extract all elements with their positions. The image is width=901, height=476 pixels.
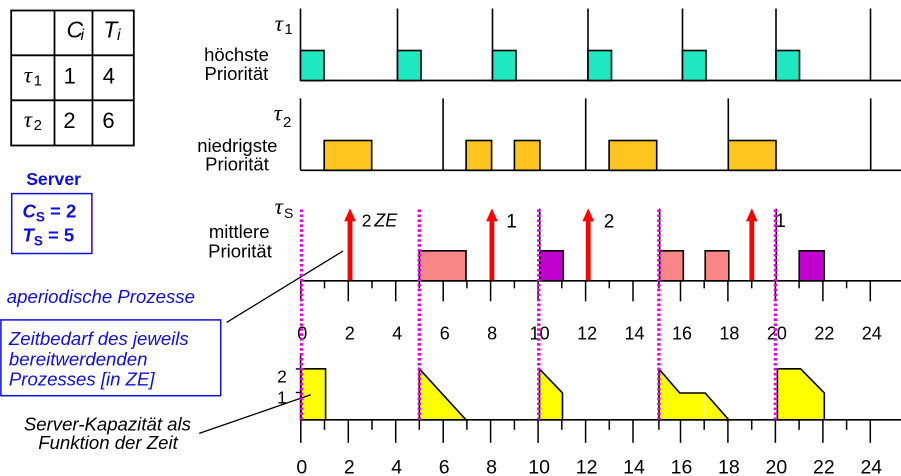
svg-text:ZE: ZE: [373, 211, 398, 231]
svg-text:1: 1: [64, 63, 76, 88]
svg-text:Priorität: Priorität: [205, 154, 269, 175]
svg-text:Server-Kapazität als: Server-Kapazität als: [24, 413, 191, 434]
svg-text:1: 1: [775, 211, 786, 232]
svg-text:1: 1: [506, 212, 517, 233]
svg-text:22: 22: [814, 323, 834, 343]
svg-text:S: S: [284, 205, 293, 221]
svg-text:i: i: [117, 27, 121, 44]
svg-text:2: 2: [63, 108, 75, 133]
svg-text:6: 6: [440, 323, 450, 343]
svg-text:14: 14: [624, 323, 644, 343]
svg-text:Funktion der Zeit: Funktion der Zeit: [38, 432, 178, 453]
svg-text:T: T: [103, 16, 119, 42]
svg-text:niedrigste: niedrigste: [197, 135, 277, 156]
svg-text:1: 1: [285, 21, 293, 38]
svg-text:6: 6: [102, 108, 114, 133]
svg-text:CS = 2: CS = 2: [23, 200, 77, 224]
svg-text:τ: τ: [275, 194, 284, 219]
svg-text:i: i: [81, 27, 85, 44]
svg-text:8: 8: [486, 456, 497, 476]
svg-text:16: 16: [672, 323, 692, 343]
svg-text:14: 14: [623, 456, 645, 476]
svg-text:höchste: höchste: [204, 44, 269, 65]
svg-text:8: 8: [487, 323, 497, 343]
svg-text:4: 4: [392, 323, 402, 343]
svg-text:Priorität: Priorität: [208, 241, 272, 262]
svg-text:1: 1: [34, 72, 42, 89]
svg-text:1: 1: [277, 387, 287, 407]
svg-text:20: 20: [766, 456, 788, 476]
svg-text:bereitwerdenden: bereitwerdenden: [9, 348, 148, 369]
svg-text:τ: τ: [275, 11, 284, 36]
svg-text:2: 2: [34, 117, 42, 134]
svg-text:10: 10: [528, 456, 550, 476]
svg-text:2: 2: [277, 367, 287, 387]
svg-text:12: 12: [577, 323, 597, 343]
svg-text:16: 16: [671, 456, 693, 476]
svg-text:2: 2: [345, 323, 355, 343]
svg-text:0: 0: [296, 456, 307, 476]
svg-text:24: 24: [860, 456, 882, 476]
svg-text:24: 24: [862, 323, 882, 343]
svg-text:mittlere: mittlere: [209, 221, 270, 242]
svg-text:6: 6: [439, 456, 450, 476]
svg-text:2: 2: [283, 114, 291, 131]
svg-text:τ: τ: [24, 62, 33, 87]
svg-text:Prozesses [in ZE]: Prozesses [in ZE]: [9, 369, 156, 390]
svg-text:τ: τ: [24, 107, 33, 132]
svg-text:τ: τ: [274, 101, 283, 126]
svg-text:C: C: [67, 16, 84, 42]
svg-text:TS = 5: TS = 5: [23, 225, 75, 249]
svg-text:aperiodische Prozesse: aperiodische Prozesse: [7, 286, 195, 307]
svg-text:Server: Server: [26, 169, 81, 189]
svg-text:Zeitbedarf des jeweils: Zeitbedarf des jeweils: [8, 328, 189, 349]
svg-text:22: 22: [813, 456, 835, 476]
svg-text:18: 18: [719, 323, 739, 343]
svg-text:4: 4: [103, 63, 115, 88]
svg-text:12: 12: [576, 456, 598, 476]
svg-text:18: 18: [718, 456, 740, 476]
svg-text:4: 4: [391, 456, 402, 476]
svg-text:Priorität: Priorität: [205, 63, 269, 84]
svg-text:2: 2: [362, 211, 372, 231]
svg-text:2: 2: [604, 212, 615, 233]
svg-text:2: 2: [344, 456, 355, 476]
